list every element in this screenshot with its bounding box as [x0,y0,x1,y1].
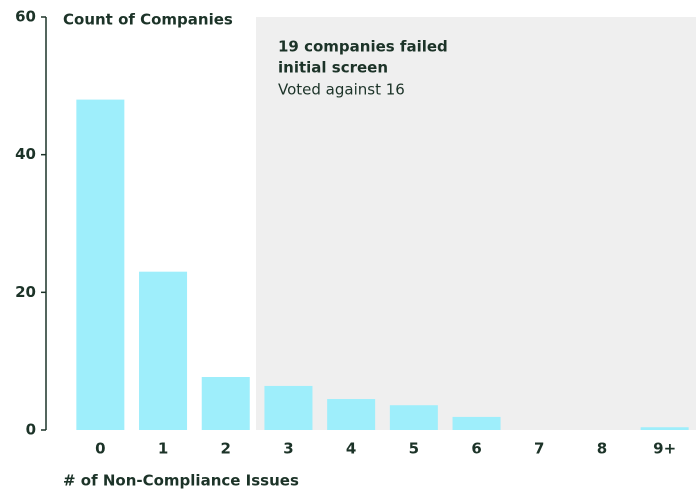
bar [264,385,313,430]
x-tick-label: 0 [95,440,105,458]
y-tick-label: 60 [15,8,36,26]
y-tick-label: 40 [15,145,36,163]
x-tick-label: 8 [597,440,607,458]
bar [76,99,125,430]
x-tick-label: 2 [221,440,231,458]
bar [389,405,438,430]
x-axis-title: # of Non-Compliance Issues [63,472,299,490]
y-tick-label: 20 [15,283,36,301]
x-tick-label: 5 [409,440,419,458]
annotation-text: Voted against 16 [278,81,405,99]
y-tick-label: 0 [26,421,36,439]
x-tick-label: 3 [283,440,293,458]
annotation-title: initial screen [278,59,388,77]
bar [201,376,250,430]
bar [640,427,689,430]
x-tick-label: 9+ [653,440,676,458]
bar [327,399,376,430]
x-tick-label: 4 [346,440,356,458]
chart-title: Count of Companies [63,11,233,29]
x-tick-label: 1 [158,440,168,458]
x-tick-label: 7 [534,440,544,458]
bar [139,271,188,430]
bar [452,416,501,430]
annotation-title: 19 companies failed [278,38,448,56]
highlight-region [256,17,696,430]
x-tick-label: 6 [471,440,481,458]
